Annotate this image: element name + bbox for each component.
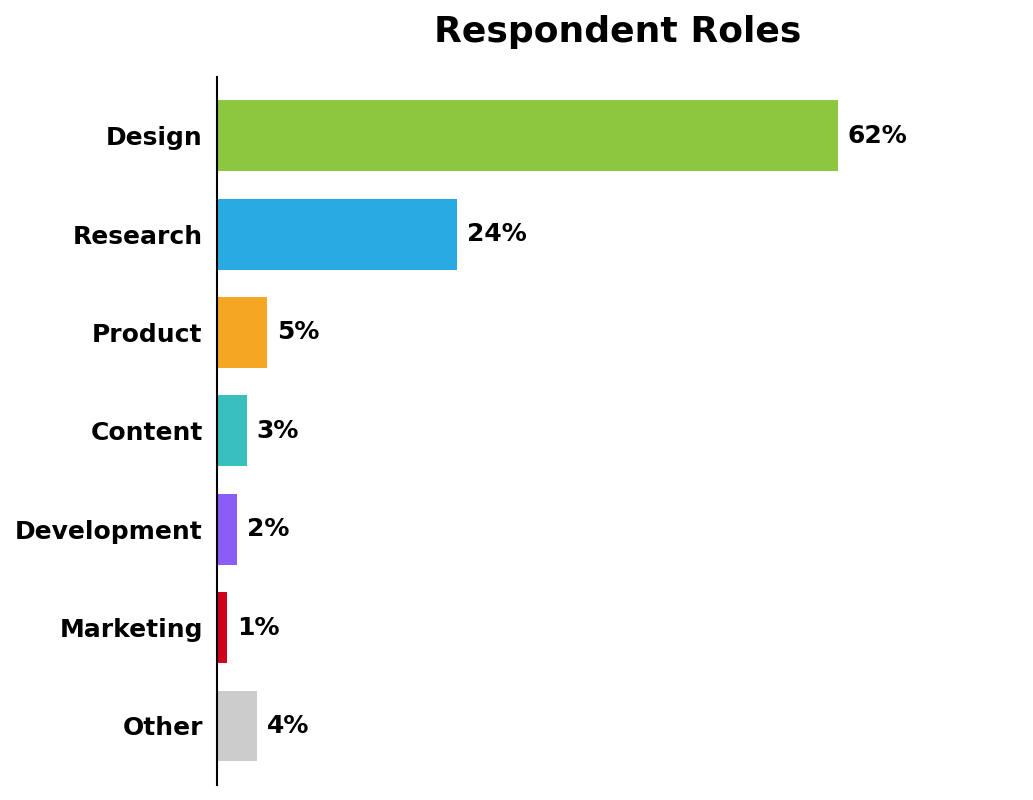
Bar xyxy=(217,198,457,270)
Text: 24%: 24% xyxy=(467,222,527,246)
Bar xyxy=(217,592,226,663)
Text: 3%: 3% xyxy=(257,419,300,443)
Bar xyxy=(217,494,237,565)
Bar xyxy=(217,100,838,171)
Text: 62%: 62% xyxy=(848,124,907,148)
Text: 2%: 2% xyxy=(247,518,289,542)
Bar xyxy=(217,395,247,466)
Text: 4%: 4% xyxy=(267,714,309,738)
Bar xyxy=(217,690,257,762)
Bar xyxy=(217,297,267,368)
Title: Respondent Roles: Respondent Roles xyxy=(434,15,801,49)
Text: 1%: 1% xyxy=(237,616,279,640)
Text: 5%: 5% xyxy=(277,321,319,345)
